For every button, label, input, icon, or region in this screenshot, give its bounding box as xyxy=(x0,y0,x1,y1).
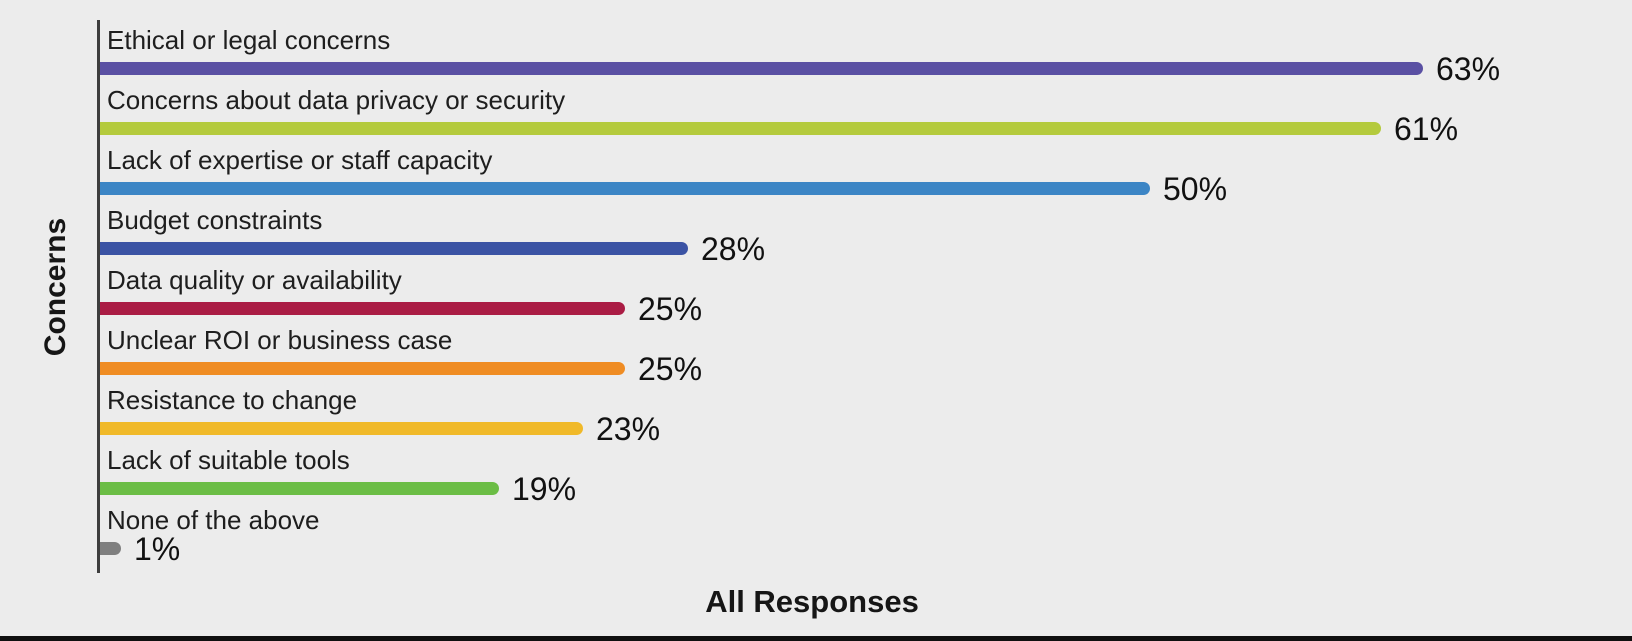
y-axis-line xyxy=(97,20,100,573)
category-label: Lack of expertise or staff capacity xyxy=(107,145,493,175)
value-label: 25% xyxy=(638,350,703,387)
bar-line: 61% xyxy=(100,113,1458,145)
bar xyxy=(100,542,121,555)
bar-row: Lack of suitable tools 19% xyxy=(97,440,1632,505)
category-label: Lack of suitable tools xyxy=(107,445,350,475)
bar-row: Unclear ROI or business case 25% xyxy=(97,320,1632,385)
category-label: None of the above xyxy=(107,505,320,535)
bar-row: Resistance to change 23% xyxy=(97,380,1632,445)
bar-line: 50% xyxy=(100,173,1227,205)
bar xyxy=(100,182,1150,195)
value-label: 28% xyxy=(701,230,766,267)
bar xyxy=(100,62,1423,75)
bottom-rule xyxy=(0,636,1632,641)
bar-line: 19% xyxy=(100,473,576,505)
bar xyxy=(100,302,625,315)
bar-row: Lack of expertise or staff capacity 50% xyxy=(97,140,1632,205)
category-label: Unclear ROI or business case xyxy=(107,325,453,355)
value-label: 63% xyxy=(1436,50,1501,87)
bar-line: 1% xyxy=(100,533,180,565)
y-axis-title: Concerns xyxy=(39,217,72,357)
category-label: Concerns about data privacy or security xyxy=(107,85,566,115)
bar-row: Data quality or availability 25% xyxy=(97,260,1632,325)
category-label: Budget constraints xyxy=(107,205,323,235)
bar-line: 23% xyxy=(100,413,660,445)
category-label: Ethical or legal concerns xyxy=(107,25,391,55)
bar xyxy=(100,242,688,255)
x-axis-title: All Responses xyxy=(705,584,919,619)
bar-rows: Ethical or legal concerns 63% Concerns a… xyxy=(97,20,1632,565)
bar-row: Concerns about data privacy or security … xyxy=(97,80,1632,145)
bar-line: 28% xyxy=(100,233,765,265)
bar xyxy=(100,482,499,495)
bar-row: Budget constraints 28% xyxy=(97,200,1632,265)
bar-line: 25% xyxy=(100,353,702,385)
bar xyxy=(100,422,583,435)
value-label: 19% xyxy=(512,470,577,507)
value-label: 61% xyxy=(1394,110,1459,147)
value-label: 25% xyxy=(638,290,703,327)
bar xyxy=(100,122,1381,135)
bar xyxy=(100,362,625,375)
value-label: 50% xyxy=(1163,170,1228,207)
bar-row: None of the above 1% xyxy=(97,500,1632,565)
category-label: Resistance to change xyxy=(107,385,358,415)
value-label: 23% xyxy=(596,410,661,447)
value-label: 1% xyxy=(134,530,181,567)
category-label: Data quality or availability xyxy=(107,265,402,295)
bar-line: 63% xyxy=(100,53,1500,85)
bar-line: 25% xyxy=(100,293,702,325)
bar-row: Ethical or legal concerns 63% xyxy=(97,20,1632,85)
